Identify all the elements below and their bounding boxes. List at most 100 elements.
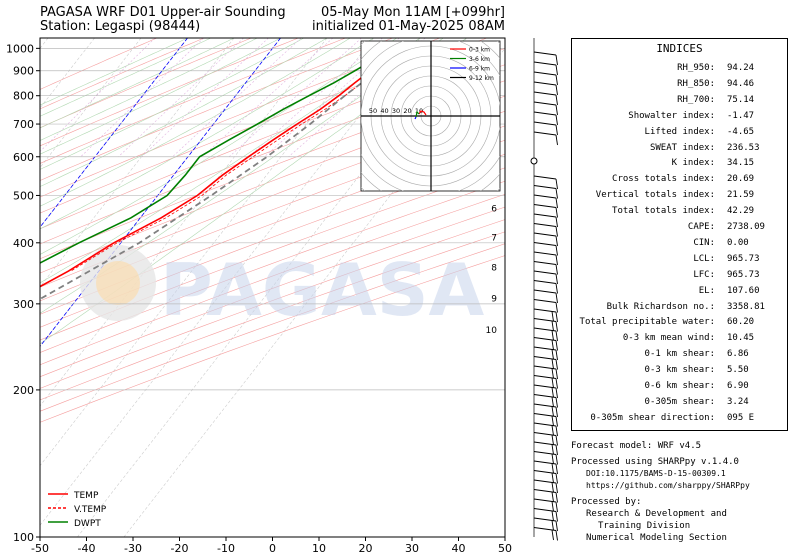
- x-tick-label: 10: [312, 542, 326, 555]
- wind-barb-icon: [533, 232, 558, 247]
- index-value: 42.29: [727, 206, 755, 217]
- wind-barb-icon: [533, 194, 558, 209]
- y-tick-label: 300: [13, 298, 34, 311]
- processed-using: Processed using SHARPpy v.1.4.0: [571, 457, 739, 467]
- wind-barb-icon: [533, 81, 558, 96]
- index-value: 3358.81: [727, 301, 765, 312]
- wind-barb-icon: [533, 375, 558, 389]
- index-row: LFC: 965.73: [572, 270, 787, 282]
- height-label: 7: [491, 234, 497, 244]
- index-label: Lifted index:: [644, 126, 715, 137]
- index-row: Cross totals index: 20.69: [572, 174, 787, 186]
- index-label: 0-3 km shear:: [644, 365, 715, 376]
- x-tick-label: 20: [359, 542, 373, 555]
- index-value: 6.86: [727, 349, 749, 360]
- wind-barb-icon: [533, 289, 558, 304]
- dry-adiabat: [40, 38, 441, 198]
- hodograph-legend-label: 0-3 km: [469, 47, 490, 54]
- dry-adiabat: [40, 219, 505, 389]
- y-tick-label: 500: [13, 189, 34, 202]
- wind-barb-icon: [533, 356, 558, 370]
- wind-barb-icon: [533, 327, 558, 342]
- wind-barb-icon: [533, 131, 558, 146]
- doi-text: DOI:10.1175/BAMS-D-15-00309.1: [586, 469, 726, 478]
- hodograph-trace-6-9km: [414, 116, 417, 120]
- index-row: Total precipitable water: 60.20: [572, 317, 787, 329]
- index-value: 75.14: [727, 94, 755, 105]
- index-label: SWEAT index:: [649, 142, 715, 153]
- y-tick-label: 700: [13, 118, 34, 131]
- wind-barb-icon: [533, 280, 558, 294]
- index-label: 0-305m shear direction:: [590, 412, 715, 423]
- moist-adiabat: [40, 38, 211, 117]
- sharppy-url: https://github.com/sharppy/SHARPpy: [586, 481, 750, 490]
- x-tick-label: 50: [498, 542, 512, 555]
- index-value: 60.20: [727, 317, 755, 328]
- index-value: 965.73: [727, 253, 760, 264]
- org-line-1: Research & Development and: [586, 509, 727, 519]
- highlight-isotherm: [40, 38, 188, 228]
- wind-barb-icon: [533, 403, 558, 418]
- mixing-ratio-line: [40, 38, 156, 153]
- mixing-ratio-line: [141, 38, 269, 158]
- moist-adiabat: [40, 38, 281, 155]
- index-value: 2738.09: [727, 222, 765, 232]
- forecast-valid-time: 05-May Mon 11AM [+099hr]: [321, 5, 505, 20]
- index-label: Total totals index:: [612, 206, 715, 217]
- wind-barb-icon: [533, 460, 558, 475]
- wind-barb-icon: [533, 479, 558, 494]
- wind-barb-icon: [533, 517, 558, 532]
- dry-adiabat: [40, 243, 505, 412]
- height-label: 8: [491, 264, 497, 274]
- wind-barb-icon: [533, 242, 558, 256]
- index-value: -1.47: [727, 110, 755, 121]
- index-value: 6.90: [727, 381, 749, 391]
- isotherm: [40, 38, 49, 49]
- index-value: 5.50: [727, 365, 749, 376]
- wind-barb-icon: [533, 384, 558, 399]
- indices-panel: INDICES RH_950: 94.24 RH_850: 94.46 RH_700: 7…: [571, 38, 788, 431]
- wind-barb-icon: [533, 251, 558, 266]
- series-temp-line: [40, 47, 406, 288]
- processed-by: Processed by:: [571, 497, 642, 507]
- index-label: 0-3 km mean wind:: [622, 333, 715, 344]
- wind-barb-icon: [533, 270, 558, 285]
- hodograph-legend-label: 6-9 km: [469, 66, 490, 73]
- mixing-ratio-line: [264, 38, 400, 158]
- y-tick-label: 1000: [6, 42, 34, 55]
- mixing-ratio-line: [201, 38, 334, 158]
- wind-barb-icon: [533, 498, 558, 513]
- index-label: 0-1 km shear:: [644, 349, 715, 360]
- index-label: RH_950:: [677, 63, 715, 73]
- wind-barb-icon: [533, 508, 558, 522]
- mixing-ratio-line: [248, 38, 383, 158]
- index-label: CIN:: [693, 237, 715, 248]
- x-tick-label: -10: [217, 542, 235, 555]
- wind-barb-icon: [533, 365, 558, 380]
- hodograph-ring-label: 20: [403, 107, 411, 115]
- wind-barb-icon: [533, 318, 558, 332]
- axes: -50 -40 -30 -20 -10 0 10 20 30 40 5010020030040050…: [6, 42, 512, 555]
- wind-barb-icon: [533, 308, 558, 323]
- height-label: 10: [486, 326, 498, 336]
- index-label: Bulk Richardson no.:: [606, 301, 715, 312]
- moist-adiabat: [40, 38, 351, 207]
- legend-label: DWPT: [74, 519, 101, 529]
- wind-barb-icon: [533, 121, 558, 136]
- index-row: Bulk Richardson no.: 3358.81: [572, 302, 787, 314]
- y-tick-label: 600: [13, 151, 34, 164]
- isotherm: [40, 38, 142, 169]
- index-label: K index:: [671, 158, 715, 169]
- hodograph-ring-label: 40: [380, 107, 388, 115]
- y-tick-label: 100: [13, 531, 34, 544]
- wind-barb-icon: [533, 91, 558, 106]
- mixing-ratio-line: [228, 38, 362, 158]
- wind-barb-icon: [533, 185, 558, 199]
- calm-wind-icon: [530, 157, 538, 165]
- y-tick-label: 800: [13, 90, 34, 103]
- dry-adiabat: [40, 38, 205, 110]
- x-tick-label: 30: [405, 542, 419, 555]
- index-value: 34.15: [727, 158, 755, 169]
- dry-adiabat: [40, 167, 505, 341]
- wind-barb-icon: [533, 432, 558, 446]
